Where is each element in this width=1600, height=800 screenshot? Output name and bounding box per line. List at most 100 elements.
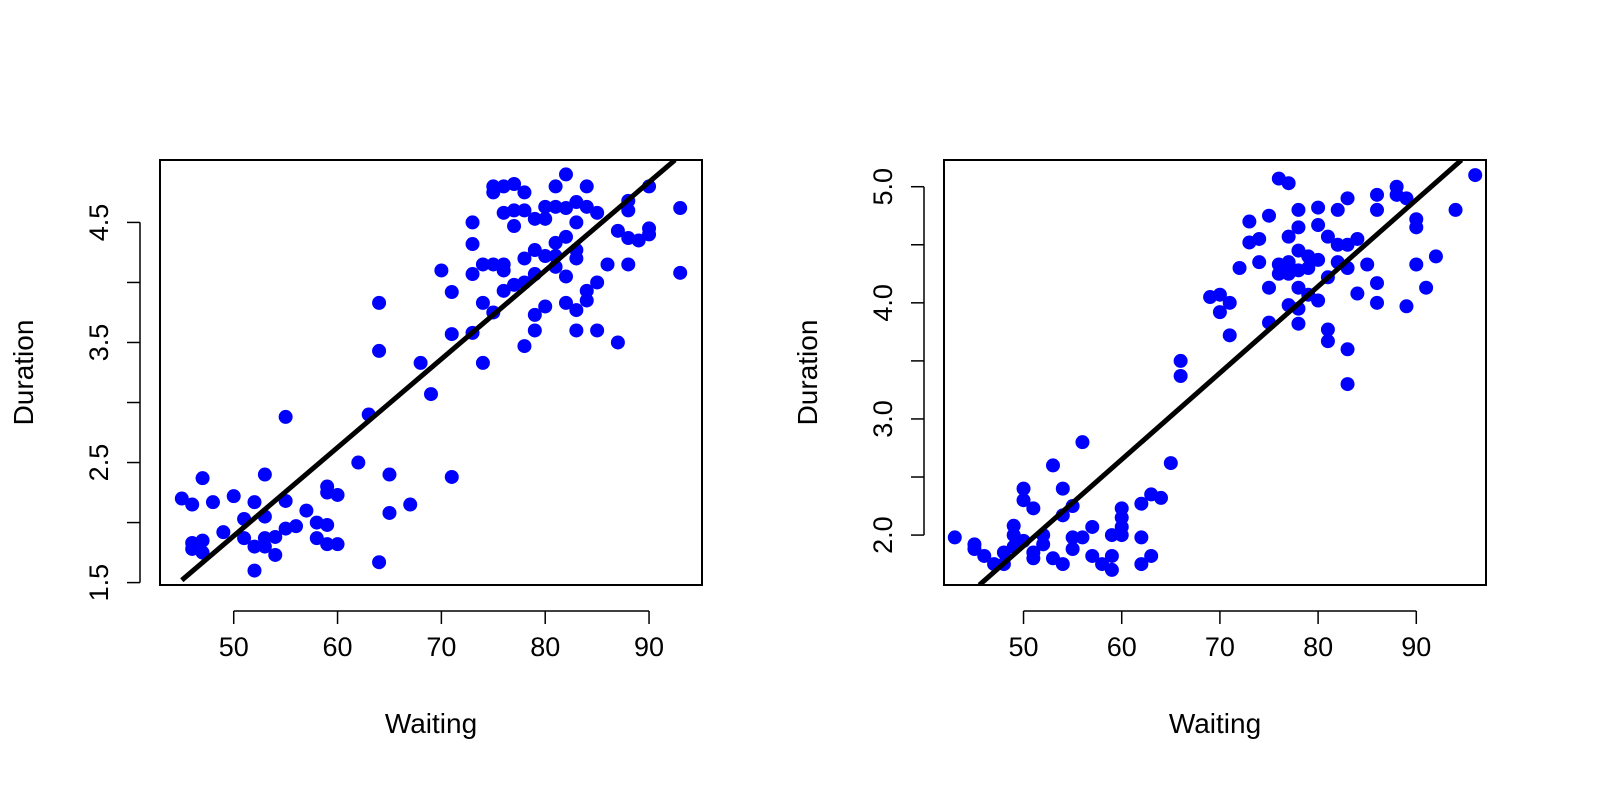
data-point: [558, 269, 573, 284]
data-point: [579, 179, 594, 194]
data-point: [642, 227, 657, 242]
data-point: [330, 537, 345, 552]
data-point: [590, 205, 605, 220]
data-point: [1104, 562, 1119, 577]
data-point: [465, 215, 480, 230]
y-tick-label: 4.0: [868, 284, 898, 322]
data-point: [590, 275, 605, 290]
data-point: [1281, 229, 1296, 244]
data-point: [600, 257, 615, 272]
data-point: [1026, 501, 1041, 516]
data-point: [621, 257, 636, 272]
data-point: [185, 497, 200, 512]
data-point: [1320, 322, 1335, 337]
data-point: [1222, 295, 1237, 310]
data-point: [1340, 377, 1355, 392]
data-point: [1104, 548, 1119, 563]
data-point: [1055, 557, 1070, 572]
data-point: [1320, 229, 1335, 244]
data-point: [558, 295, 573, 310]
data-point: [486, 257, 501, 272]
y-tick-label: 5.0: [868, 168, 898, 206]
data-point: [517, 251, 532, 266]
data-point: [1448, 202, 1463, 217]
data-point: [527, 243, 542, 258]
data-point: [237, 531, 252, 546]
plot-frame: [943, 159, 1487, 586]
data-point: [631, 233, 646, 248]
data-point: [579, 283, 594, 298]
y-tick-label: 3.0: [868, 400, 898, 438]
data-series-1: [174, 167, 688, 578]
data-point: [569, 323, 584, 338]
data-point: [1173, 353, 1188, 368]
data-point: [517, 339, 532, 354]
data-point: [257, 539, 272, 554]
data-point: [507, 219, 522, 234]
data-point: [1173, 368, 1188, 383]
data-point: [413, 355, 428, 370]
data-point: [475, 257, 490, 272]
data-point: [247, 539, 262, 554]
data-point: [320, 537, 335, 552]
data-point: [1330, 237, 1345, 252]
data-point: [257, 467, 272, 482]
data-point: [1262, 280, 1277, 295]
data-point: [382, 467, 397, 482]
data-point: [444, 469, 459, 484]
data-point: [1311, 252, 1326, 267]
data-point: [1065, 542, 1080, 557]
data-point: [1320, 334, 1335, 349]
data-point: [527, 323, 542, 338]
y-axis-label: Duration: [792, 320, 823, 426]
data-point: [1311, 293, 1326, 308]
data-point: [424, 387, 438, 402]
data-point: [558, 229, 573, 244]
data-point: [1104, 528, 1119, 543]
regression-line: [180, 160, 677, 583]
data-point: [351, 455, 366, 470]
data-point: [444, 285, 459, 300]
regression-line: [977, 160, 1464, 585]
data-point: [205, 495, 220, 510]
data-point: [538, 249, 553, 264]
data-point: [289, 519, 304, 534]
plot-frame: [159, 159, 703, 586]
data-point: [1252, 255, 1267, 270]
data-point: [1311, 218, 1326, 233]
data-point: [1281, 176, 1296, 191]
data-point: [1232, 260, 1247, 275]
data-point: [1291, 316, 1306, 331]
data-point: [1085, 519, 1100, 534]
data-point: [496, 257, 511, 272]
data-point: [621, 203, 636, 218]
data-point: [1330, 202, 1345, 217]
data-point: [579, 293, 594, 308]
x-tick-label: 50: [1009, 632, 1039, 662]
data-point: [673, 201, 688, 216]
x-tick-label: 90: [634, 632, 664, 662]
data-point: [977, 548, 992, 563]
data-point: [1399, 191, 1414, 206]
x-axis: 50 60 70 80 90: [1009, 610, 1431, 662]
data-point: [967, 537, 982, 552]
x-tick-label: 60: [323, 632, 353, 662]
data-point: [548, 235, 563, 250]
data-point: [1281, 255, 1296, 270]
y-tick-label: 4.5: [84, 204, 114, 242]
data-point: [496, 283, 511, 298]
data-point: [1301, 260, 1316, 275]
data-point: [1370, 276, 1385, 291]
y-tick-label: 3.5: [84, 324, 114, 362]
data-point: [278, 409, 293, 424]
data-point: [195, 545, 210, 560]
data-point: [1350, 286, 1365, 301]
data-point: [1212, 287, 1227, 302]
data-point: [465, 237, 480, 252]
data-point: [1114, 528, 1129, 543]
data-point: [1271, 266, 1286, 281]
data-point: [1153, 490, 1168, 505]
data-point: [507, 203, 522, 218]
